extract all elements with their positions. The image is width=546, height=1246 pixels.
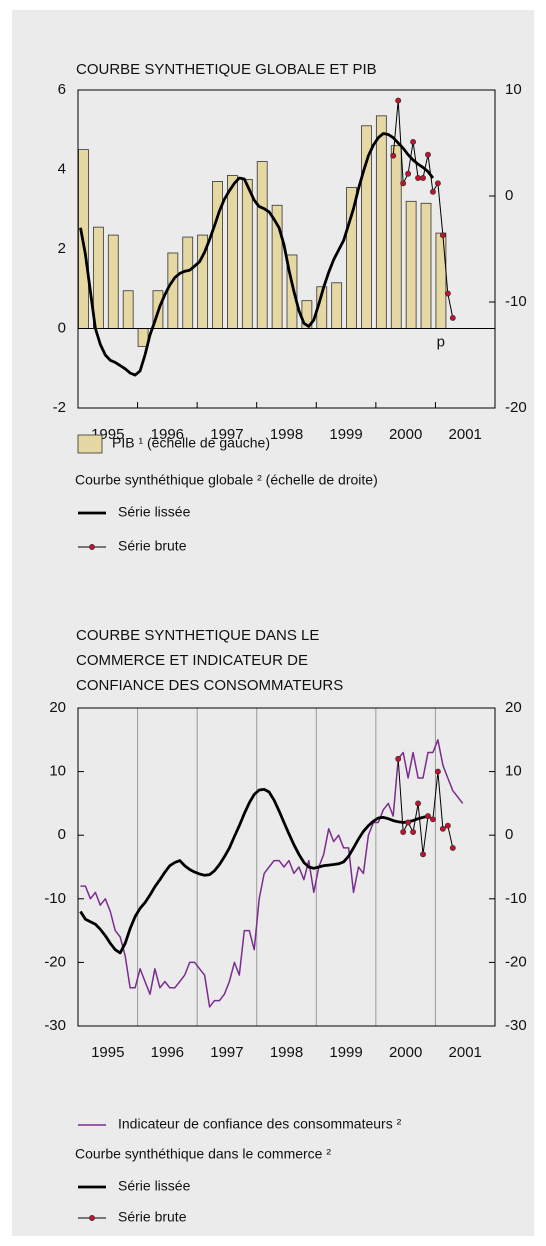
x-tick-label: 1998 bbox=[270, 1044, 303, 1061]
y2-tick-label: 20 bbox=[505, 699, 522, 716]
marker bbox=[439, 232, 446, 239]
legend-title: Courbe synthéthique dans le commerce ² bbox=[75, 1146, 331, 1162]
marker bbox=[429, 188, 436, 195]
y-tick-label: 0 bbox=[58, 319, 66, 336]
marker bbox=[415, 800, 422, 807]
bar bbox=[420, 202, 432, 329]
bar bbox=[92, 226, 104, 329]
x-tick-label: 1997 bbox=[210, 1044, 243, 1061]
marker bbox=[425, 151, 431, 158]
annotation: p bbox=[437, 333, 445, 350]
y-tick-label: -2 bbox=[53, 399, 66, 416]
x-tick-label: 2000 bbox=[389, 1044, 422, 1061]
x-tick-label: 1999 bbox=[329, 1044, 362, 1061]
bar bbox=[107, 234, 119, 329]
marker bbox=[425, 813, 431, 820]
x-tick-label: 1997 bbox=[210, 426, 243, 443]
y2-tick-label: -10 bbox=[505, 293, 527, 310]
chart-title: COURBE SYNTHETIQUE GLOBALE ET PIB bbox=[76, 61, 377, 78]
marker bbox=[434, 180, 441, 187]
plot-frame bbox=[77, 707, 496, 1027]
bar bbox=[375, 115, 387, 329]
marker bbox=[449, 314, 456, 321]
marker bbox=[400, 180, 407, 187]
marker bbox=[405, 819, 412, 826]
y-tick-label: 20 bbox=[49, 699, 66, 716]
y2-tick-label: -10 bbox=[505, 890, 527, 907]
legend-label: PIB ¹ (échelle de gauche) bbox=[112, 435, 270, 451]
legend-label: Indicateur de confiance des consommateur… bbox=[118, 1116, 402, 1132]
line bbox=[79, 788, 429, 955]
marker bbox=[439, 825, 446, 832]
chart-title: COMMERCE ET INDICATEUR DE bbox=[76, 652, 308, 669]
y2-tick-label: -20 bbox=[505, 953, 527, 970]
y-tick-label: 0 bbox=[58, 826, 66, 843]
legend-label: Série brute bbox=[118, 1209, 187, 1225]
marker bbox=[400, 829, 407, 835]
legend-label: Série lissée bbox=[118, 1178, 191, 1194]
y2-tick-label: -30 bbox=[505, 1017, 527, 1034]
legend-label: Série brute bbox=[118, 538, 187, 554]
marker bbox=[420, 851, 426, 858]
bar bbox=[256, 161, 268, 329]
bar bbox=[227, 175, 238, 329]
y2-tick-label: 10 bbox=[505, 763, 522, 780]
bar bbox=[331, 282, 343, 329]
y2-tick-label: -20 bbox=[505, 399, 527, 416]
y-tick-label: 10 bbox=[49, 763, 66, 780]
x-tick-label: 2000 bbox=[389, 426, 422, 443]
marker bbox=[449, 844, 456, 851]
legend-title: Courbe synthéthique globale ² (échelle d… bbox=[75, 472, 378, 488]
marker bbox=[444, 822, 451, 829]
marker bbox=[395, 97, 402, 104]
bar bbox=[212, 181, 223, 329]
marker bbox=[405, 170, 412, 177]
bar bbox=[361, 125, 372, 329]
y-tick-label: 2 bbox=[58, 240, 66, 257]
y-tick-label: -20 bbox=[44, 953, 66, 970]
marker bbox=[429, 816, 436, 823]
line bbox=[79, 132, 435, 377]
y2-tick-label: 10 bbox=[505, 81, 522, 98]
x-tick-label: 1996 bbox=[151, 426, 184, 443]
y-tick-label: -30 bbox=[44, 1017, 66, 1034]
y-tick-label: -10 bbox=[44, 890, 66, 907]
chart-title: CONFIANCE DES CONSOMMATEURS bbox=[76, 677, 343, 694]
marker bbox=[395, 755, 402, 762]
x-tick-label: 1995 bbox=[91, 1044, 124, 1061]
chart-title: COURBE SYNTHETIQUE DANS LE bbox=[76, 627, 319, 644]
legend-marker bbox=[89, 1215, 95, 1221]
bar bbox=[167, 252, 179, 329]
bar bbox=[241, 179, 253, 329]
y2-tick-label: 0 bbox=[505, 826, 513, 843]
marker bbox=[434, 768, 441, 775]
bar bbox=[122, 290, 134, 329]
x-tick-label: 1996 bbox=[151, 1044, 184, 1061]
legend-label: Série lissée bbox=[118, 504, 191, 520]
x-tick-label: 1999 bbox=[329, 426, 362, 443]
bar bbox=[182, 236, 194, 329]
marker bbox=[390, 152, 397, 159]
y-tick-label: 6 bbox=[58, 81, 66, 98]
marker bbox=[444, 290, 451, 297]
legend-marker bbox=[89, 544, 95, 550]
marker bbox=[410, 138, 417, 145]
x-tick-label: 1998 bbox=[270, 426, 303, 443]
y-tick-label: 4 bbox=[58, 160, 66, 177]
bar bbox=[405, 200, 417, 329]
marker bbox=[415, 175, 422, 181]
bar bbox=[390, 145, 402, 329]
x-tick-label: 2001 bbox=[449, 1044, 482, 1061]
x-tick-label: 2001 bbox=[449, 426, 482, 443]
plot-frame bbox=[77, 89, 496, 409]
marker bbox=[410, 829, 417, 835]
marker bbox=[420, 175, 426, 181]
legend-swatch bbox=[77, 434, 103, 454]
bar bbox=[346, 186, 357, 329]
y2-tick-label: 0 bbox=[505, 187, 513, 204]
